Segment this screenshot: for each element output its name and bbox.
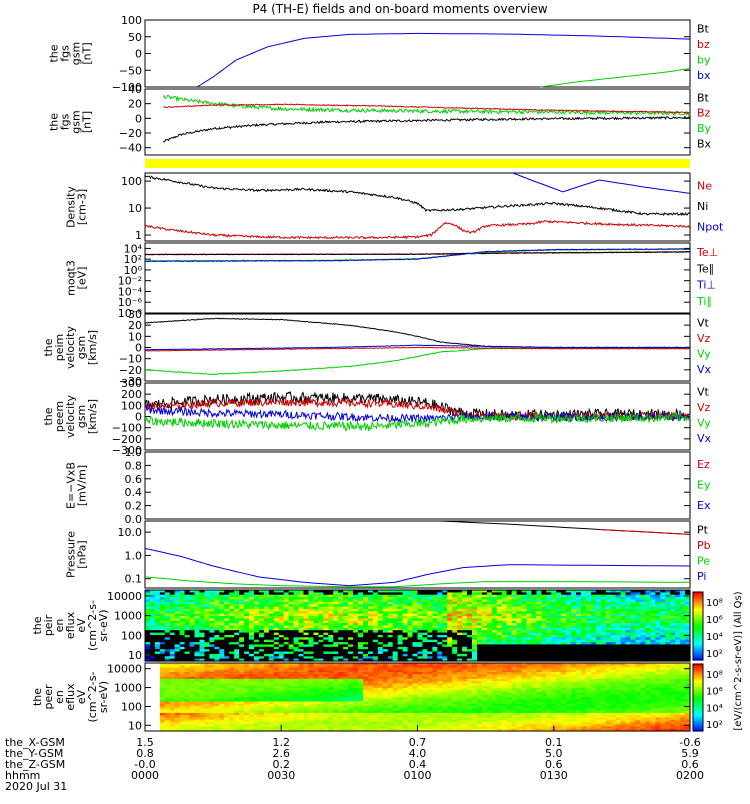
y-axis-label: [nPa]: [76, 540, 89, 568]
series-Pb-line: [599, 530, 690, 535]
legend-Vt: Vt: [697, 385, 710, 398]
y-tick-label: 1: [135, 229, 142, 242]
panel-bar: [145, 159, 690, 168]
y-axis-label: [mV/m]: [76, 465, 89, 506]
legend-Bz: Bz: [697, 107, 711, 120]
legend-By: By: [697, 122, 712, 135]
legend-Ne: Ne: [697, 179, 712, 192]
panel-peer_spec: 10000100010010thepeerenefluxeV(cm^2-s-sr…: [31, 663, 691, 733]
series-Pe-line: [145, 577, 690, 587]
y-tick-label: 0.2: [125, 500, 143, 513]
plot-title: P4 (TH-E) fields and on-board moments ov…: [252, 2, 547, 16]
y-tick-label: 100: [121, 14, 142, 27]
legend-Vx: Vx: [697, 432, 712, 445]
panel-peem_vel: 3002001000−100−200−300thepeemvelocitygsm…: [42, 377, 712, 457]
legend-Ey: Ey: [697, 479, 711, 492]
y-tick-label: 20: [128, 98, 142, 111]
series-Pi-line: [145, 548, 690, 585]
legend-Ni: Ni: [697, 200, 708, 213]
series-Ti⊥-line: [145, 249, 690, 262]
y-tick-label: 0.4: [125, 486, 143, 499]
y-tick-label: 1.0: [125, 549, 143, 562]
y-tick-label: 100: [121, 629, 142, 642]
legend-Pi: Pi: [697, 570, 706, 583]
legend-Ti⊥: Ti⊥: [696, 279, 716, 292]
legend-Ex: Ex: [697, 499, 711, 512]
legend-by: by: [697, 54, 711, 67]
legend-Ti∥: Ti∥: [696, 295, 712, 308]
y-axis-label: [cm-3]: [76, 189, 89, 225]
y-tick-label: −50: [119, 64, 142, 77]
y-tick-label: 0: [135, 112, 142, 125]
series-by-line: [540, 69, 690, 87]
panel-frame: [145, 173, 690, 241]
legend-Bt: Bt: [697, 22, 710, 35]
y-axis-label: [nT]: [81, 42, 94, 64]
y-tick-label: 50: [128, 31, 142, 44]
y-tick-label: 10.0: [118, 526, 143, 539]
series-Bz-line: [163, 104, 690, 113]
legend-Bt: Bt: [697, 91, 710, 104]
y-tick-label: 10: [128, 649, 142, 662]
series-Bx-line: [163, 117, 690, 142]
y-tick-label: 0: [135, 48, 142, 61]
y-tick-label: 0.0: [125, 513, 143, 526]
y-tick-label: 100: [121, 175, 142, 188]
legend-Npot: Npot: [697, 221, 724, 234]
y-tick-label: −20: [119, 127, 142, 140]
y-tick-label: 10000: [107, 590, 142, 603]
y-tick-label: 0.8: [125, 459, 143, 472]
panel-peir_spec: 10000100010010thepeirenefluxeV(cm^2-s-sr…: [31, 590, 691, 662]
y-tick-label: 40: [128, 83, 142, 96]
legend-Vy: Vy: [697, 348, 711, 361]
legend-Ez: Ez: [697, 458, 710, 471]
y-axis-label: [km/s]: [86, 330, 99, 365]
legend-Vt: Vt: [697, 316, 710, 329]
panel-peim_vel: 3020100−10−20−30thepeimvelocitygsm[km/s]…: [42, 308, 712, 388]
legend-Pe: Pe: [697, 555, 710, 568]
y-axis-label: [km/s]: [86, 399, 99, 434]
legend-Pb: Pb: [697, 539, 711, 552]
flag-bar: [145, 159, 690, 168]
legend-Te⊥: Te⊥: [696, 246, 718, 259]
legend-Te∥: Te∥: [696, 262, 714, 275]
series-Vt-line: [145, 318, 690, 348]
legend-Vx: Vx: [697, 363, 712, 376]
series-Vy-line: [145, 348, 690, 374]
y-tick-label: 1000: [114, 610, 142, 623]
series-Te∥-line: [145, 252, 690, 255]
legend-bz: bz: [697, 38, 710, 51]
legend-Vz: Vz: [697, 401, 711, 414]
panel-frame: [145, 521, 690, 588]
legend-bx: bx: [697, 69, 711, 82]
series-bx-line: [197, 33, 690, 87]
panel-frame: [145, 452, 690, 519]
legend-Pt: Pt: [697, 523, 709, 536]
legend-Bx: Bx: [697, 137, 712, 150]
y-tick-label: 0.6: [125, 473, 143, 486]
legend-Vz: Vz: [697, 332, 711, 345]
y-axis-label: sr-eV): [97, 609, 110, 641]
series-Npot-line: [513, 173, 690, 193]
y-tick-label: 0.1: [125, 573, 143, 586]
y-axis-label: [eV]: [76, 267, 89, 290]
series-Ne-line: [145, 221, 690, 239]
panel-frame: [145, 89, 690, 155]
y-tick-label: −40: [119, 142, 142, 155]
y-axis-label: [nT]: [81, 111, 94, 133]
panel-frame: [145, 20, 690, 87]
panel-temperature: 10⁴10²10⁰10⁻²10⁻⁴10⁻⁶10⁻⁸moqt3[eV]Te⊥Te∥…: [65, 242, 719, 320]
y-tick-label: 1.0: [125, 446, 143, 459]
y-tick-label: 10: [128, 202, 142, 215]
panels-group: 100500−50−100thefgsgsm[nT]Btbzbybx40200−…: [31, 14, 724, 732]
legend-Vy: Vy: [697, 417, 711, 430]
